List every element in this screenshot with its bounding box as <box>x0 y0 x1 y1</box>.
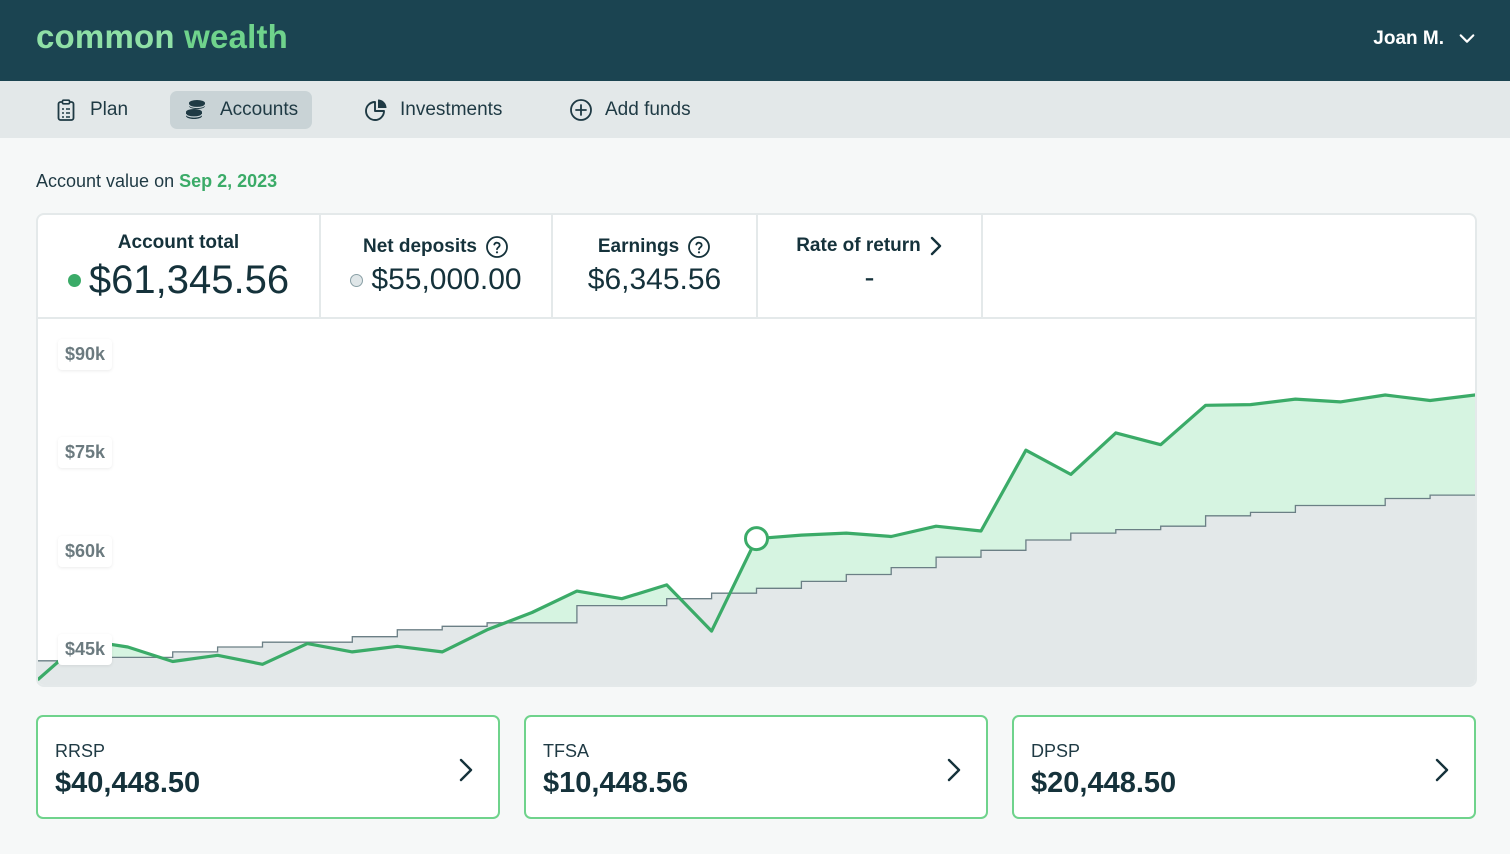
account-card-name: TFSA <box>543 741 590 761</box>
chevron-right-icon <box>1435 758 1449 782</box>
account-card-rrsp[interactable]: RRSP $40,448.50 <box>36 715 500 819</box>
account-value-prefix: Account value on <box>36 171 175 191</box>
account-value-date-line: Account value on Sep 2, 2023 <box>36 171 277 192</box>
account-card-name: RRSP <box>55 741 106 761</box>
stat-label: Rate of return <box>796 235 921 256</box>
stat-rate-of-return[interactable]: Rate of return - <box>758 215 983 317</box>
user-menu[interactable]: Joan M. <box>1373 28 1476 50</box>
y-tick-label: $75k <box>58 437 113 468</box>
account-chart-panel: Account total $61,345.56 Net deposits $5… <box>36 213 1477 687</box>
nav-item-label: Investments <box>400 99 503 120</box>
account-value-chart[interactable]: $90k $75k $60k $45k <box>38 319 1475 685</box>
account-card-dpsp[interactable]: DPSP $20,448.50 <box>1012 715 1476 819</box>
y-tick-label: $45k <box>58 634 113 665</box>
brand-logo[interactable]: common wealth <box>36 18 288 56</box>
stats-row: Account total $61,345.56 Net deposits $5… <box>38 215 1475 319</box>
logo-text-b: mmon <box>74 18 175 55</box>
logo-text-a: co <box>36 18 75 55</box>
nav-item-label: Accounts <box>220 99 299 120</box>
stat-value-row: $55,000.00 <box>321 263 551 297</box>
stat-value-row: $61,345.56 <box>38 258 319 303</box>
stat-label-row: Net deposits <box>321 235 551 259</box>
stat-label: Earnings <box>597 236 680 257</box>
plus-circle-icon <box>570 99 592 121</box>
account-card-tfsa[interactable]: TFSA $10,448.56 <box>524 715 988 819</box>
rate-of-return-value: - <box>864 261 875 294</box>
chevron-down-icon <box>1459 34 1475 43</box>
account-card-amount: $20,448.50 <box>1031 767 1177 799</box>
y-tick-label: $60k <box>58 536 113 567</box>
stat-label: Net deposits <box>362 236 478 257</box>
account-card-name: DPSP <box>1031 741 1081 761</box>
legend-dot-net-deposits <box>350 273 364 287</box>
account-card-amount: $10,448.56 <box>543 767 689 799</box>
nav-item-plan[interactable]: Plan <box>40 91 142 129</box>
logo-text-c: wealth <box>174 18 288 55</box>
earnings-value: $6,345.56 <box>587 263 722 296</box>
net-deposits-line <box>38 494 1475 662</box>
net-deposits-value: $55,000.00 <box>371 263 522 296</box>
account-card-amount: $40,448.50 <box>55 767 201 799</box>
nav-item-label: Plan <box>90 99 129 120</box>
chart-svg <box>38 393 1475 685</box>
hover-point-marker <box>744 526 769 552</box>
help-icon[interactable] <box>485 235 509 259</box>
chevron-right-icon <box>459 758 473 782</box>
clipboard-icon <box>57 99 75 121</box>
stat-label-row: Earnings <box>553 235 756 259</box>
stat-net-deposits: Net deposits $55,000.00 <box>321 215 553 317</box>
stat-label: Account total <box>117 232 240 253</box>
stat-earnings: Earnings $6,345.56 <box>553 215 758 317</box>
chevron-right-icon <box>930 236 941 256</box>
stat-account-total: Account total $61,345.56 <box>38 215 321 317</box>
main-nav: Plan Accounts Investments Add funds <box>0 81 1510 138</box>
pie-chart-icon <box>365 99 387 121</box>
help-icon[interactable] <box>687 235 711 259</box>
nav-item-add-funds[interactable]: Add funds <box>555 91 705 129</box>
coins-icon <box>185 100 206 119</box>
y-tick-label: $90k <box>58 339 113 370</box>
stat-label-row: Rate of return <box>758 235 981 257</box>
top-bar: common wealth Joan M. <box>0 0 1510 81</box>
earnings-area <box>38 395 1475 680</box>
nav-item-label: Add funds <box>605 99 691 120</box>
user-name: Joan M. <box>1373 28 1444 49</box>
nav-item-accounts[interactable]: Accounts <box>170 91 313 129</box>
nav-item-investments[interactable]: Investments <box>350 91 516 129</box>
legend-dot-account-value <box>67 274 81 287</box>
account-value-date[interactable]: Sep 2, 2023 <box>179 171 278 191</box>
account-total-value: $61,345.56 <box>88 258 290 302</box>
chevron-right-icon <box>947 758 961 782</box>
